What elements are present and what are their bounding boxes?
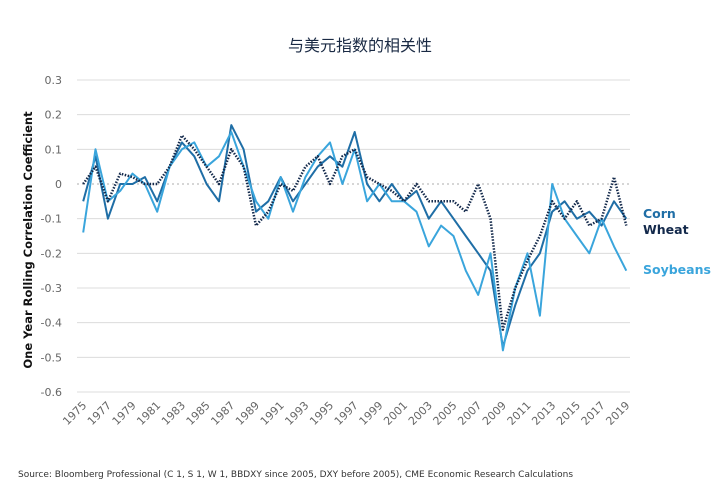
x-tick-label: 2003: [406, 399, 435, 428]
y-tick-label: -0.5: [41, 351, 62, 364]
y-tick-label: 0: [55, 178, 62, 191]
legend-corn: Corn: [643, 206, 676, 221]
x-tick-label: 1999: [357, 399, 386, 428]
x-tick-label: 2013: [529, 399, 558, 428]
x-tick-label: 1977: [85, 399, 114, 428]
y-tick-label: -0.6: [41, 386, 62, 399]
x-tick-label: 1985: [184, 399, 213, 428]
x-tick-label: 1979: [110, 399, 139, 428]
x-tick-label: 1983: [159, 399, 188, 428]
legend-wheat: Wheat: [643, 222, 689, 237]
legend-soybeans: Soybeans: [643, 262, 711, 277]
y-tick-label: 0.3: [45, 74, 63, 87]
x-tick-label: 2007: [455, 399, 484, 428]
y-tick-label: -0.4: [41, 317, 62, 330]
x-tick-label: 1989: [233, 399, 262, 428]
y-tick-label: -0.3: [41, 282, 62, 295]
x-tick-label: 2019: [603, 399, 632, 428]
series-line-soybeans: [82, 131, 628, 352]
x-tick-label: 1975: [60, 399, 89, 428]
x-tick-label: 2011: [505, 399, 534, 428]
chart-title: 与美元指数的相关性: [287, 36, 432, 55]
x-tick-label: 1981: [134, 399, 163, 428]
x-tick-label: 1993: [282, 399, 311, 428]
y-tick-label: -0.2: [41, 247, 62, 260]
x-tick-label: 1991: [258, 399, 287, 428]
x-tick-label: 1997: [332, 399, 361, 428]
x-tick-label: 2009: [480, 399, 509, 428]
source-note: Source: Bloomberg Professional (C 1, S 1…: [18, 470, 574, 480]
y-tick-label: -0.1: [41, 213, 62, 226]
x-tick-label: 1987: [208, 399, 237, 428]
y-tick-label: 0.1: [45, 143, 63, 156]
x-tick-label: 2005: [431, 399, 460, 428]
x-tick-label: 2015: [554, 399, 583, 428]
series-line-wheat: [82, 134, 628, 331]
x-tick-label: 2001: [381, 399, 410, 428]
x-tick-label: 2017: [579, 399, 608, 428]
series-line-corn: [82, 124, 628, 348]
y-tick-label: 0.2: [45, 109, 63, 122]
x-tick-label: 1995: [307, 399, 336, 428]
